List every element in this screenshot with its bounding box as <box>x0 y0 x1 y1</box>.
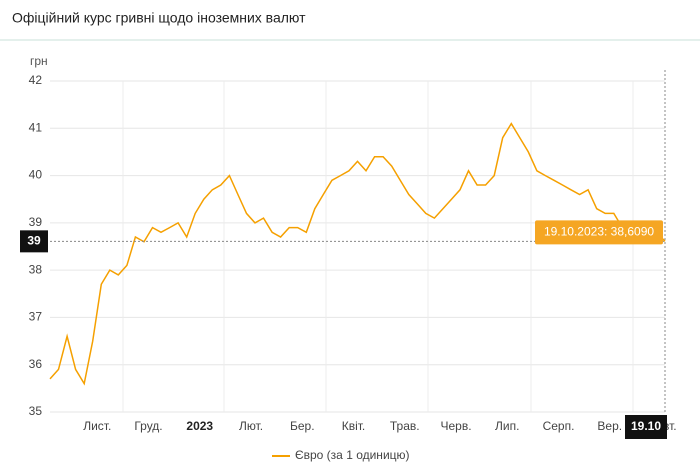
crosshair-x-label: 19.10 <box>631 419 661 433</box>
y-tick-label: 41 <box>29 120 43 134</box>
series-line <box>49 122 666 386</box>
x-tick-label: Квіт. <box>342 419 366 433</box>
y-tick-label: 35 <box>29 404 43 418</box>
x-tick-label: Вер. <box>597 419 622 433</box>
x-tick-label: Лист. <box>83 419 111 433</box>
y-tick-label: 38 <box>29 262 43 276</box>
x-tick-label: Груд. <box>134 419 162 433</box>
crosshair-y-box <box>20 230 48 253</box>
y-tick-label: 39 <box>29 215 43 229</box>
y-tick-label: 37 <box>29 310 43 324</box>
x-tick-label: Трав. <box>390 419 420 433</box>
crosshair-y-label: 39 <box>27 234 41 248</box>
x-tick-label: Бер. <box>290 419 315 433</box>
x-tick-label: 2023 <box>186 419 213 433</box>
x-tick-label: Лип. <box>495 419 519 433</box>
tooltip-text: 19.10.2023: 38,6090 <box>544 225 654 239</box>
header <box>0 0 700 40</box>
x-tick-label: Серп. <box>543 419 575 433</box>
legend-label: Євро (за 1 одиницю) <box>295 448 410 462</box>
grid: 35 36 37 38 39 40 41 42 Лист. Груд. 2023 Лют. Бер. Кв… <box>29 73 677 433</box>
x-tick-label: Черв. <box>440 419 471 433</box>
crosshair-x-box <box>625 415 667 439</box>
y-tick-label: 42 <box>29 73 43 87</box>
x-tick-label: Лют. <box>239 419 263 433</box>
plot <box>49 122 666 386</box>
y-tick-label: 36 <box>29 357 43 371</box>
y-tick-label: 40 <box>29 168 43 182</box>
overlay: 39 19.10 19.10.2023: 38,6090 Євро (за 1 оди… <box>20 70 667 462</box>
y-axis-label: грн <box>30 54 48 68</box>
chart-title: Офіційний курс гривні щодо іноземних вал… <box>12 10 306 26</box>
tooltip-box <box>535 220 663 245</box>
